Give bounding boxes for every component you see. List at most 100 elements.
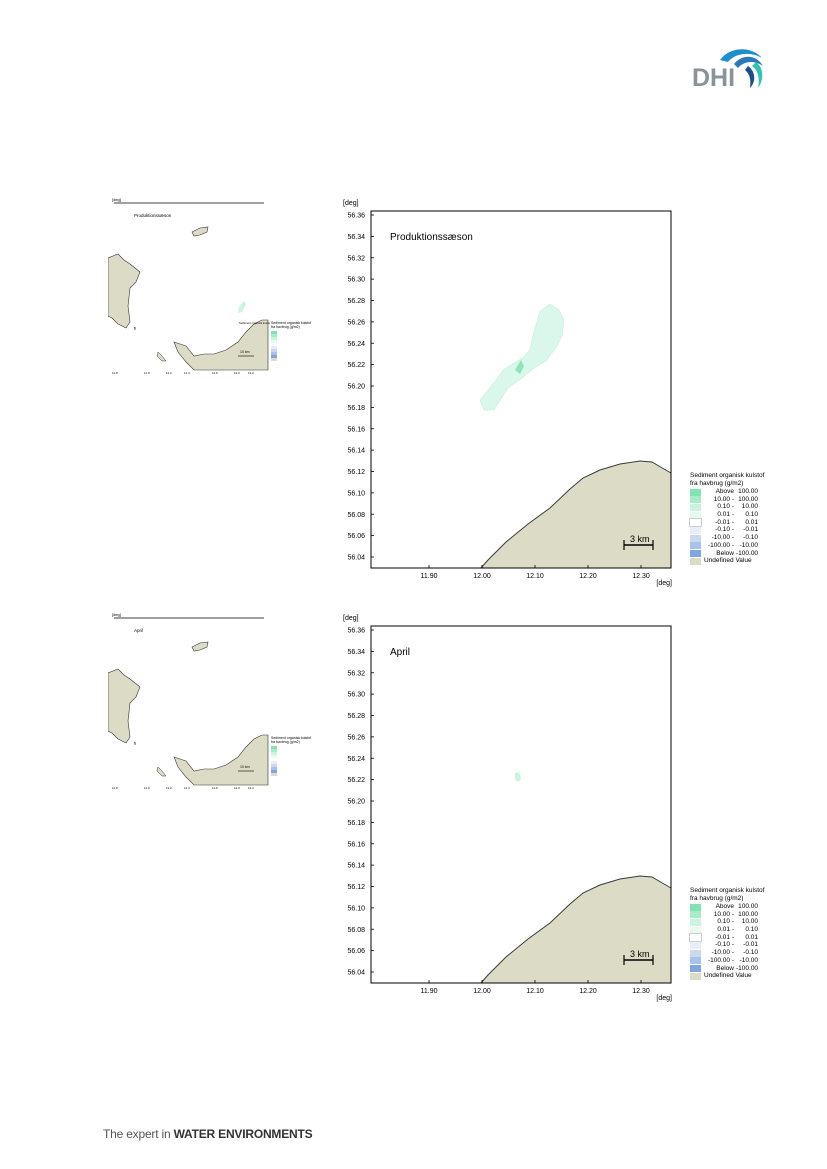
- legend-subtitle: fra havbrug (g/m2): [690, 895, 744, 902]
- svg-text:11.4: 11.4: [184, 786, 190, 790]
- legend-from: 0.01 -: [717, 511, 734, 519]
- legend-swatch: [690, 941, 701, 949]
- y-tick-label: 56.18: [347, 820, 365, 827]
- svg-text:11.6: 11.6: [212, 371, 218, 375]
- legend-from: -100.00 -: [707, 541, 734, 549]
- legend-to: -10.00: [739, 956, 758, 964]
- legend-swatch: [690, 557, 701, 565]
- legend-swatch: [690, 550, 701, 557]
- x-tick-label: 11.90: [421, 573, 438, 580]
- mini-scale-label: 10 km: [240, 350, 250, 354]
- legend-item: -100.00 - -10.00: [690, 957, 780, 965]
- dhi-wave-icon: [720, 49, 763, 88]
- legend-from: 0.10 -: [717, 503, 734, 511]
- y-tick-label: 56.28: [347, 713, 365, 720]
- map-unit-label: [deg]: [343, 200, 359, 207]
- x-tick-label: 11.90: [421, 988, 438, 995]
- x-tick-label: 12.10: [526, 573, 544, 580]
- legend-item: 0.01 - 0.10: [690, 926, 780, 934]
- y-tick-label: 56.16: [347, 841, 365, 848]
- svg-text:11.4: 11.4: [184, 371, 190, 375]
- legend-from: Undefined Value: [704, 557, 752, 565]
- legend-title: Sediment organisk kulstof: [690, 472, 765, 479]
- overview-map-2: [deg] April 10 km 11.8 11.9 11.2 11.4 11.6 1…: [108, 612, 269, 790]
- map-unit-label: [deg]: [343, 615, 359, 622]
- y-tick-label: 56.18: [347, 405, 365, 412]
- svg-text:Sediment organisk kulstof: Sediment organisk kulstof: [239, 321, 270, 325]
- y-tick-label: 56.08: [347, 512, 365, 519]
- legend-swatch: [690, 965, 701, 972]
- legend-swatch: [690, 511, 701, 519]
- legend-item: 0.10 - 10.00: [690, 918, 780, 926]
- legend-swatch: [690, 496, 701, 504]
- mini-title: April: [134, 628, 143, 633]
- y-tick-label: 56.22: [347, 362, 365, 369]
- legend-subtitle: fra havbrug (g/m2): [690, 480, 744, 487]
- y-tick-label: 56.34: [347, 649, 365, 656]
- legend-to: 0.10: [745, 926, 758, 934]
- legend-swatch: [690, 903, 701, 911]
- x-tick-label: 12.20: [579, 988, 597, 995]
- footer-bold: WATER ENVIRONMENTS: [173, 1127, 313, 1141]
- y-tick-label: 56.04: [347, 970, 365, 977]
- footer-prefix: The expert in: [103, 1127, 174, 1141]
- y-tick-label: 56.20: [347, 799, 365, 806]
- y-tick-label: 56.30: [347, 277, 365, 284]
- svg-text:11.8: 11.8: [112, 371, 118, 375]
- legend-from: -0.01 -: [715, 518, 734, 526]
- legend-from: Above: [715, 488, 734, 495]
- legend-from: -0.10 -: [715, 526, 734, 534]
- y-tick-label: 56.36: [347, 213, 365, 220]
- legend-to: -0.01: [743, 941, 758, 949]
- legend-from: 0.01 -: [717, 926, 734, 934]
- y-tick-label: 56.14: [347, 863, 365, 870]
- mini-legend-1: Sediment organisk kulstof fra havbrug (g/…: [271, 321, 319, 391]
- x-tick-label: 12.00: [473, 988, 491, 995]
- legend-swatch: [689, 518, 702, 528]
- legend-to: 100.00: [738, 903, 758, 910]
- legend-to: -100.00: [736, 964, 759, 972]
- x-ticks: 11.90 12.00 12.10 12.20 12.30: [421, 980, 650, 995]
- legend-from: -10.00 -: [711, 949, 734, 957]
- legend-from: Below: [716, 549, 734, 557]
- legend-to: 100.00: [738, 495, 758, 503]
- y-tick-label: 56.04: [347, 555, 365, 562]
- legend-swatch: [690, 534, 701, 542]
- legend-item: -10.00 - -0.10: [690, 534, 780, 542]
- y-tick-label: 56.22: [347, 777, 365, 784]
- x-tick-label: 12.30: [632, 573, 650, 580]
- y-ticks: 56.36 56.34 56.32 56.30 56.28 56.26 56.24 56.22…: [347, 628, 374, 977]
- legend-from: Undefined Value: [704, 972, 752, 980]
- y-tick-label: 56.26: [347, 734, 365, 741]
- y-tick-label: 56.10: [347, 905, 365, 912]
- legend-to: -0.10: [743, 534, 758, 542]
- legend-from: Above: [715, 903, 734, 910]
- main-map-1: 3 km Produktionssæson 56.3656.3456.3256.…: [347, 210, 672, 587]
- legend-item: 0.10 - 10.00: [690, 503, 780, 511]
- legend-item: Undefined Value: [690, 557, 780, 565]
- svg-text:[deg]: [deg]: [112, 197, 121, 202]
- overview-map-1: [deg] Produktionssæson 10 km Sediment or…: [108, 197, 270, 375]
- svg-text:12.0: 12.0: [234, 371, 240, 375]
- legend-to: 100.00: [738, 488, 758, 495]
- legend-from: Below: [716, 964, 734, 972]
- svg-text:11.2: 11.2: [166, 786, 172, 790]
- legend-swatch: [690, 918, 701, 926]
- legend-to: -0.01: [743, 526, 758, 534]
- scale-label: 3 km: [630, 949, 650, 959]
- svg-text:11.9: 11.9: [144, 786, 150, 790]
- y-tick-label: 56.16: [347, 426, 365, 433]
- svg-text:12.2: 12.2: [248, 371, 254, 375]
- y-tick-label: 56.06: [347, 533, 365, 540]
- y-tick-label: 56.12: [347, 469, 365, 476]
- y-tick-label: 56.14: [347, 448, 365, 455]
- legend-item: Above 100.00: [690, 488, 780, 496]
- svg-text:[deg]: [deg]: [112, 612, 121, 617]
- svg-text:12.0: 12.0: [234, 786, 240, 790]
- x-tick-label: 12.30: [632, 988, 650, 995]
- mini-legend-2: Sediment organisk kulstof fra havbrug (g/…: [271, 736, 319, 806]
- legend-item: 0.01 - 0.10: [690, 511, 780, 519]
- legend-swatch: [690, 503, 701, 511]
- legend-item: Below -100.00: [690, 550, 780, 558]
- legend-swatch: [690, 926, 701, 934]
